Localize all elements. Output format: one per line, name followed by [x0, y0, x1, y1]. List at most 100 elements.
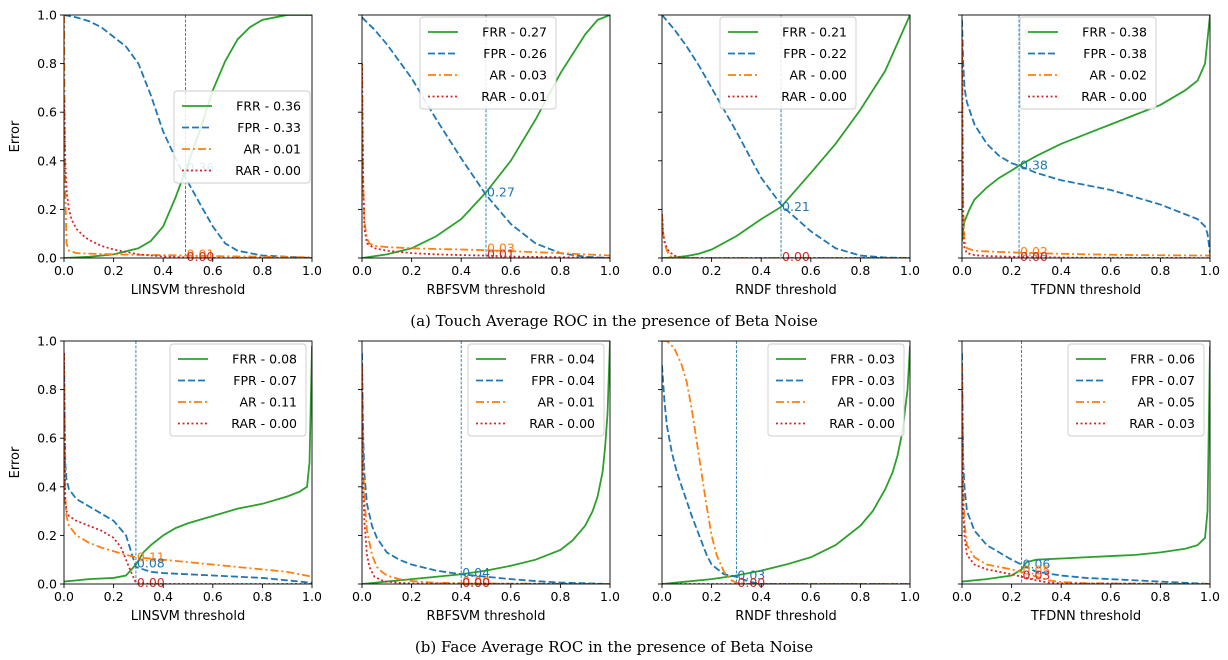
threshold-annotation: 0.00 — [137, 575, 165, 590]
series-line-fpr — [64, 353, 312, 584]
x-tick-label: 0.6 — [801, 589, 821, 604]
y-axis-label: Error — [8, 120, 23, 152]
y-tick-label: 0.8 — [37, 382, 57, 397]
legend-box — [173, 90, 311, 184]
x-tick-label: 0.4 — [153, 263, 173, 278]
legend-label: AR - 0.01 — [537, 395, 595, 410]
series-line-frr — [662, 15, 910, 258]
legend-label: FPR - 0.26 — [483, 46, 547, 61]
x-tick-label: 0.0 — [54, 263, 74, 278]
y-tick-label: 0.2 — [37, 528, 57, 543]
x-axis-label: RBFSVM threshold — [427, 283, 546, 298]
legend-label: FPR - 0.33 — [237, 120, 301, 135]
series-line-ar — [64, 15, 312, 258]
axes-frame — [661, 14, 911, 259]
x-tick-label: 0.0 — [952, 589, 972, 604]
legend-box — [419, 16, 557, 110]
legend-label: FRR - 0.08 — [232, 352, 297, 367]
x-tick-label: 0.8 — [850, 589, 870, 604]
threshold-annotation: 0.00 — [462, 574, 490, 589]
legend: FRR - 0.36 FPR - 0.33 AR - 0.01 RAR - 0.00 — [173, 90, 311, 184]
legend-label: FRR - 0.36 — [236, 99, 301, 114]
series-line-ar — [362, 63, 610, 257]
axes-frame — [63, 340, 313, 585]
series-line-frr — [362, 341, 610, 584]
x-tick-label: 0.8 — [550, 263, 570, 278]
x-tick-label: 0.8 — [550, 589, 570, 604]
legend-label: AR - 0.03 — [489, 68, 547, 83]
legend-label: RAR - 0.01 — [481, 89, 547, 104]
x-axis-label: LINSVM threshold — [131, 609, 246, 624]
axes-frame — [661, 340, 911, 585]
axes-frame — [361, 14, 611, 259]
series-line-frr — [962, 15, 1210, 242]
x-tick-label: 1.0 — [600, 263, 620, 278]
legend-label: AR - 0.02 — [1089, 68, 1147, 83]
x-tick-label: 0.6 — [203, 589, 223, 604]
legend-label: FRR - 0.27 — [482, 25, 547, 40]
legend-label: FPR - 0.22 — [783, 46, 847, 61]
y-tick-label: 0.0 — [37, 251, 57, 266]
legend-label: RAR - 0.00 — [231, 416, 297, 431]
y-tick-label: 1.0 — [37, 334, 57, 349]
series-line-fpr — [64, 15, 312, 258]
x-tick-label: 0.2 — [402, 263, 422, 278]
series-line-fpr — [962, 19, 1210, 254]
y-tick-label: 0.2 — [37, 202, 57, 217]
x-tick-label: 0.6 — [501, 263, 521, 278]
series-line-rar — [64, 353, 312, 584]
legend: FRR - 0.08 FPR - 0.07 AR - 0.11 RAR - 0.00 — [169, 343, 307, 437]
x-tick-label: 0.4 — [751, 589, 771, 604]
legend-label: RAR - 0.00 — [529, 416, 595, 431]
chart-panel: 0.38 0.020.00 0.0 0.2 0.4 0.6 0.8 1.0 TFDNN thre… — [952, 14, 1220, 298]
legend-label: RAR - 0.03 — [1129, 416, 1195, 431]
series-line-fpr — [362, 353, 610, 584]
y-tick-label: 0.0 — [37, 577, 57, 592]
x-tick-label: 0.6 — [203, 263, 223, 278]
x-tick-label: 0.8 — [850, 263, 870, 278]
series-line-frr — [64, 345, 312, 583]
x-tick-label: 0.0 — [952, 263, 972, 278]
series-line-fpr — [962, 353, 1210, 584]
axes-frame — [961, 340, 1211, 585]
legend: FRR - 0.21 FPR - 0.22 AR - 0.00 RAR - 0.00 — [719, 16, 857, 110]
x-tick-label: 0.2 — [104, 589, 124, 604]
series-line-frr — [962, 345, 1210, 583]
legend-label: FRR - 0.38 — [1082, 25, 1147, 40]
series-line-frr — [662, 345, 910, 584]
legend-box — [467, 343, 605, 437]
x-tick-label: 0.2 — [702, 263, 722, 278]
x-tick-label: 1.0 — [900, 589, 920, 604]
x-tick-label: 0.8 — [1150, 263, 1170, 278]
legend-label: FRR - 0.21 — [782, 25, 847, 40]
threshold-annotation: 0.00 — [782, 249, 810, 264]
threshold-annotation: 0.27 — [487, 184, 515, 199]
series-line-rar — [362, 63, 610, 258]
x-tick-label: 0.0 — [352, 589, 372, 604]
series-line-rar — [64, 100, 312, 258]
chart-panel: 0.030.00 0.0 0.2 0.4 0.6 0.8 1.0 RNDF threshold… — [652, 340, 920, 624]
legend: FRR - 0.04 FPR - 0.04 AR - 0.01 RAR - 0.00 — [467, 343, 605, 437]
legend-label: AR - 0.05 — [1137, 395, 1195, 410]
legend-label: FPR - 0.07 — [233, 373, 297, 388]
x-tick-label: 1.0 — [600, 589, 620, 604]
x-tick-label: 0.0 — [652, 263, 672, 278]
series-line-fpr — [662, 365, 910, 584]
x-tick-label: 0.4 — [451, 589, 471, 604]
threshold-annotation: 0.21 — [782, 199, 810, 214]
caption-touch: (a) Touch Average ROC in the presence of… — [410, 312, 818, 330]
x-axis-label: LINSVM threshold — [131, 283, 246, 298]
threshold-annotation: 0.04 — [462, 565, 490, 580]
legend-label: FPR - 0.07 — [1131, 373, 1195, 388]
legend-label: AR - 0.11 — [239, 395, 297, 410]
threshold-annotation: 0.08 — [137, 555, 165, 570]
series-line-fpr — [662, 15, 910, 258]
chart-panel: 0.060.050.03 0.0 0.2 0.4 0.6 0.8 1.0 TFDNN thre… — [952, 340, 1220, 624]
x-tick-label: 0.4 — [1051, 589, 1071, 604]
legend-label: RAR - 0.00 — [1081, 89, 1147, 104]
legend-label: AR - 0.00 — [837, 395, 895, 410]
legend-label: FPR - 0.04 — [531, 373, 595, 388]
